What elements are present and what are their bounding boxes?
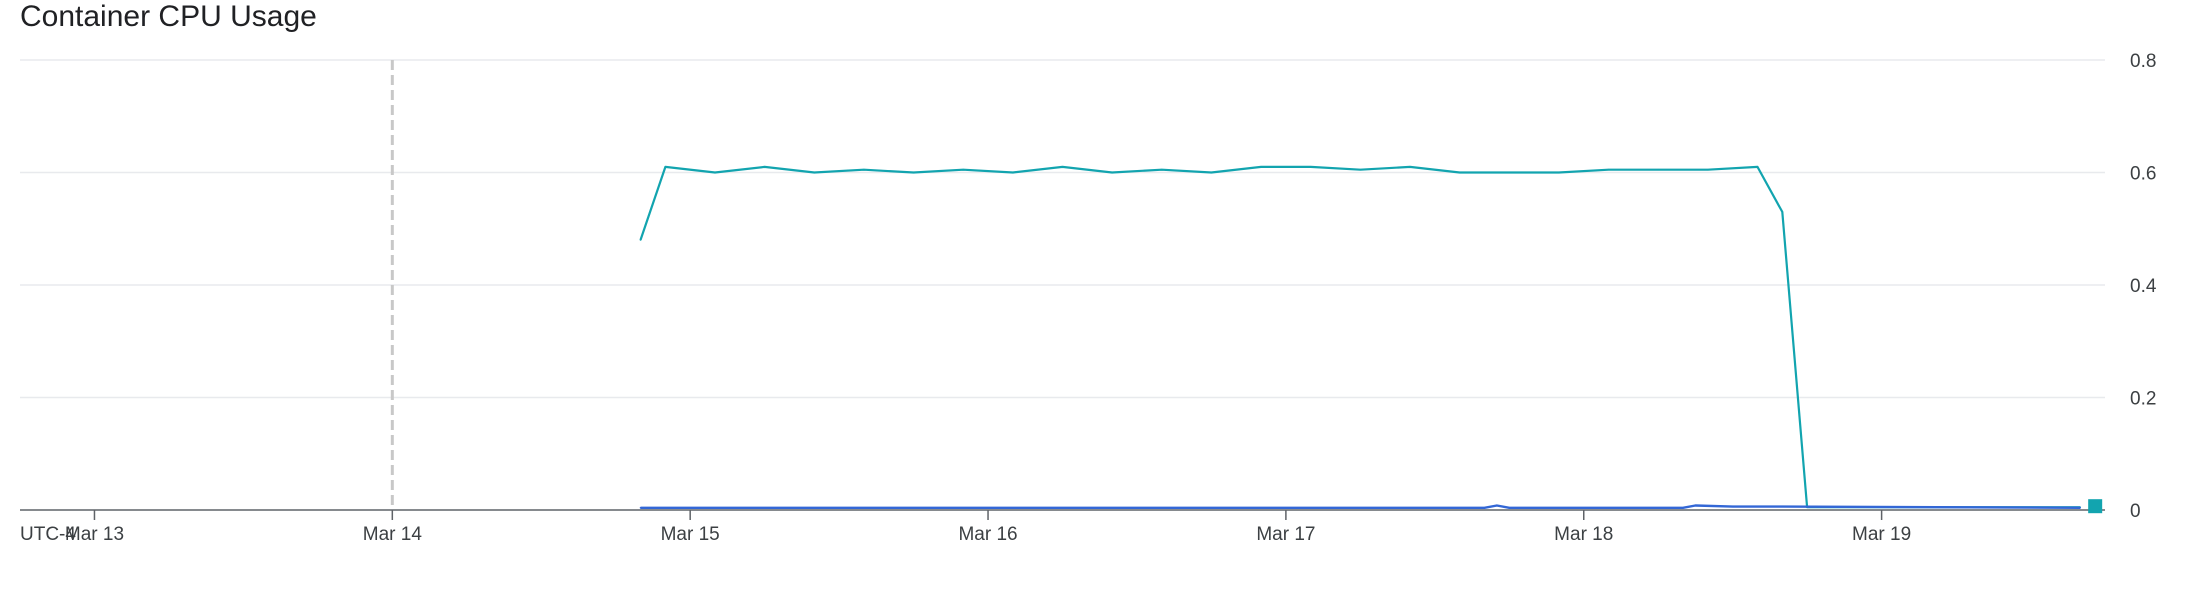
series-1-point [1161,168,1163,171]
x-tick-label: Mar 13 [65,524,124,545]
series-1-point [1210,171,1213,174]
series-2-point [1731,505,1734,508]
timezone-label: UTC-4 [20,524,76,545]
series-2-point [1496,504,1498,507]
series-1-point [912,171,915,174]
series-1-point [1012,171,1014,174]
series-1-point [1111,171,1113,174]
series-2-point [1682,507,1684,509]
series-2-point [2079,507,2081,509]
series-1-point [664,166,667,168]
series-1-point [1607,168,1610,171]
series-line-1 [639,165,2081,509]
series-1-point [1707,168,1709,171]
series-1-point [763,166,766,168]
series-1-point [1458,171,1461,174]
y-tick-label: 0.8 [2130,51,2156,72]
y-tick-label: 0.4 [2130,276,2157,297]
axis-layer [20,509,2105,520]
series-1-point [639,239,642,241]
series-line-2 [640,504,2081,509]
series-2-point [639,507,642,509]
y-tick-label: 0.6 [2130,164,2156,185]
series-1-point [1359,168,1362,171]
x-tick-label: Mar 19 [1852,524,1911,545]
series-1-point [1558,171,1560,174]
series-1-point [1061,166,1064,168]
series-layer [639,165,2103,514]
x-tick-label: Mar 17 [1256,524,1315,545]
series-2-point [1781,505,1784,508]
series-1-point [1309,166,1312,168]
series-1-point [1260,166,1262,168]
series-1-point [1657,168,1659,171]
y-tick-label: 0.2 [2130,389,2156,410]
series-1-point [1781,211,1784,213]
series-2-point [1694,504,1697,507]
y-tick-label: 0 [2130,501,2141,522]
series-1-point [1756,166,1759,168]
x-tick-label: Mar 18 [1554,524,1613,545]
x-tick-label: Mar 16 [958,524,1017,545]
series-1-point [1409,166,1411,168]
x-tick-label: Mar 14 [363,524,423,545]
series-1-point [813,171,816,174]
latest-value-marker [2088,499,2103,514]
x-tick-label: Mar 15 [661,524,720,545]
series-2-point [1508,507,1511,509]
series-1-point [863,168,865,171]
grid-layer [20,59,2105,399]
series-1-point [1508,171,1511,174]
series-2-point [1483,507,1486,509]
series-1-point [962,168,964,171]
series-1-point [714,171,716,174]
chart-title: Container CPU Usage [20,0,317,33]
